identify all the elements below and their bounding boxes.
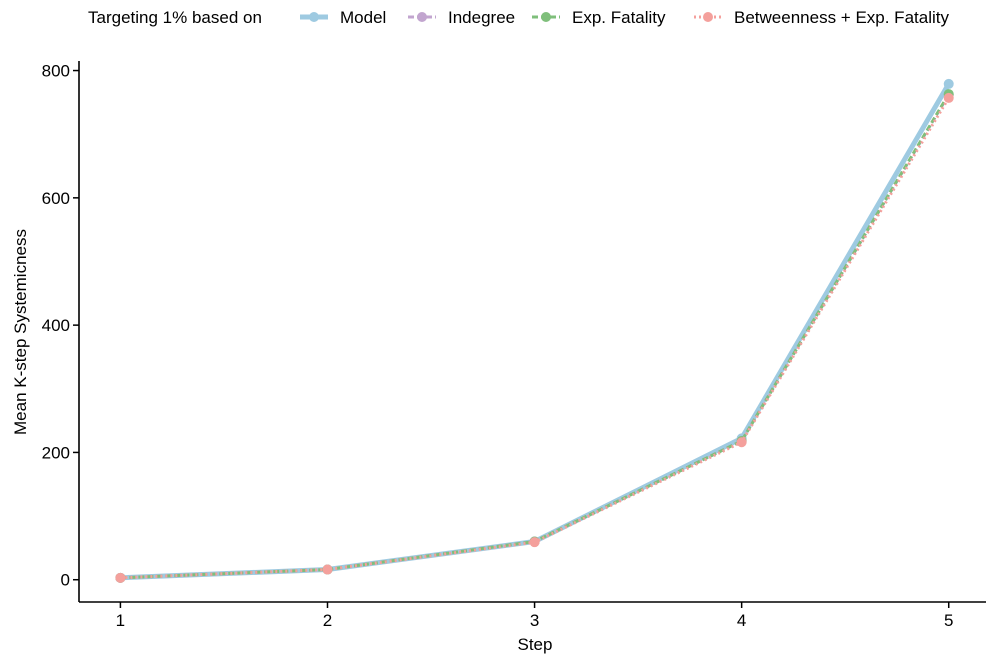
legend-label: Betweenness + Exp. Fatality xyxy=(734,8,949,27)
data-point xyxy=(943,92,954,103)
y-tick-label: 800 xyxy=(42,62,70,81)
legend-key-point xyxy=(417,12,427,22)
x-axis-label: Step xyxy=(518,635,553,654)
x-tick-label: 2 xyxy=(323,611,332,630)
data-point xyxy=(115,572,126,583)
axes: 0 200 400 600 800 1 2 3 4 5 Step Mean K-step Sys… xyxy=(11,61,986,654)
series-3 xyxy=(115,89,954,583)
legend-title: Targeting 1% based on xyxy=(88,8,262,27)
series-line xyxy=(120,97,950,580)
data-point xyxy=(736,437,747,448)
legend-item: Exp. Fatality xyxy=(532,8,666,27)
series-1 xyxy=(115,78,954,583)
series-line xyxy=(120,82,951,581)
legend-key-point xyxy=(541,12,551,22)
legend-item: Model xyxy=(300,8,386,27)
data-point xyxy=(943,78,954,89)
series-line xyxy=(120,93,950,580)
series-4 xyxy=(115,92,954,583)
data-point xyxy=(322,564,333,575)
legend-key-point xyxy=(309,12,319,22)
y-tick-label: 200 xyxy=(42,443,70,462)
x-tick-label: 1 xyxy=(116,611,125,630)
y-tick-label: 400 xyxy=(42,316,70,335)
legend-label: Exp. Fatality xyxy=(572,8,666,27)
x-tick-label: 5 xyxy=(944,611,953,630)
y-tick-label: 600 xyxy=(42,189,70,208)
y-tick-label: 0 xyxy=(61,571,70,590)
legend-item: Indegree xyxy=(408,8,515,27)
series-line xyxy=(120,93,950,580)
legend: Targeting 1% based on Model Indegree Exp. … xyxy=(88,8,949,27)
legend-item: Betweenness + Exp. Fatality xyxy=(694,8,949,27)
legend-label: Indegree xyxy=(448,8,515,27)
legend-key-point xyxy=(703,12,713,22)
data-point xyxy=(529,537,540,548)
y-axis-label: Mean K-step Systemicness xyxy=(11,229,30,435)
legend-label: Model xyxy=(340,8,386,27)
x-tick-label: 3 xyxy=(530,611,539,630)
series-2 xyxy=(115,89,954,583)
x-tick-label: 4 xyxy=(737,611,746,630)
plot-area xyxy=(115,78,954,583)
